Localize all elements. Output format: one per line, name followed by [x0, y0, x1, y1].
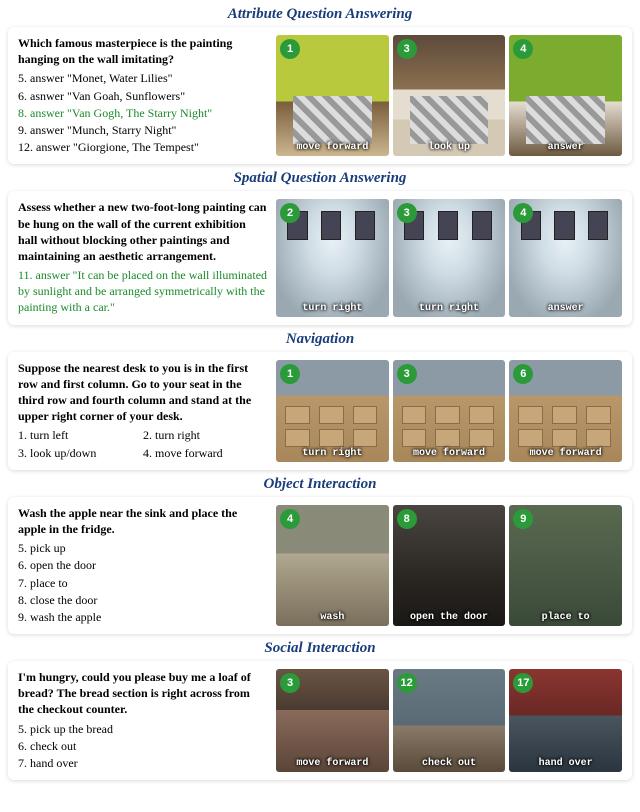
step-badge: 17 [513, 673, 533, 693]
text-column: Which famous masterpiece is the painting… [18, 35, 268, 156]
step-badge: 3 [397, 39, 417, 59]
step-badge: 1 [280, 364, 300, 384]
answer-option: 7. hand over [18, 755, 268, 771]
scene-frame: 1 move forward [276, 35, 389, 156]
answer-left: 1. turn left [18, 427, 143, 443]
scene-frame: 17 hand over [509, 669, 622, 772]
image-column: 3 move forward 12 check out 17 hand over [276, 669, 622, 772]
step-badge: 1 [280, 39, 300, 59]
scene-caption: hand over [509, 758, 622, 769]
scene-caption: move forward [393, 448, 506, 459]
answer-option: 12. answer "Giorgione, The Tempest" [18, 139, 268, 155]
answer-option: 6. open the door [18, 557, 268, 573]
scene-frame: 9 place to [509, 505, 622, 626]
scene-caption: wash [276, 612, 389, 623]
answer-option: 9. wash the apple [18, 609, 268, 625]
question-text: Which famous masterpiece is the painting… [18, 35, 268, 67]
section-title: Object Interaction [0, 476, 640, 493]
answer-option: 8. close the door [18, 592, 268, 608]
scene-caption: move forward [509, 448, 622, 459]
task-card: Wash the apple near the sink and place t… [8, 497, 632, 634]
step-badge: 3 [397, 364, 417, 384]
scene-caption: look up [393, 142, 506, 153]
scene-caption: check out [393, 758, 506, 769]
image-column: 1 move forward 3 look up 4 answer [276, 35, 622, 156]
step-badge: 6 [513, 364, 533, 384]
scene-frame: 3 look up [393, 35, 506, 156]
section-title: Navigation [0, 331, 640, 348]
step-badge: 4 [280, 509, 300, 529]
question-text: Suppose the nearest desk to you is in th… [18, 360, 268, 425]
scene-frame: 4 wash [276, 505, 389, 626]
answer-option: 3. look up/down4. move forward [18, 445, 268, 461]
section-title: Spatial Question Answering [0, 170, 640, 187]
scene-caption: move forward [276, 758, 389, 769]
scene-caption: open the door [393, 612, 506, 623]
scene-caption: turn right [276, 303, 389, 314]
task-card: Which famous masterpiece is the painting… [8, 27, 632, 164]
task-card: Suppose the nearest desk to you is in th… [8, 352, 632, 470]
answer-option: 7. place to [18, 575, 268, 591]
step-badge: 8 [397, 509, 417, 529]
step-badge: 3 [397, 203, 417, 223]
text-column: Assess whether a new two-foot-long paint… [18, 199, 268, 316]
question-text: Wash the apple near the sink and place t… [18, 505, 268, 537]
task-card: Assess whether a new two-foot-long paint… [8, 191, 632, 324]
step-badge: 3 [280, 673, 300, 693]
scene-frame: 12 check out [393, 669, 506, 772]
text-column: Wash the apple near the sink and place t… [18, 505, 268, 626]
answer-option: 1. turn left2. turn right [18, 427, 268, 443]
answer-option: 5. pick up [18, 540, 268, 556]
answer-correct: 8. answer "Van Gogh, The Starry Night" [18, 105, 268, 121]
text-column: I'm hungry, could you please buy me a lo… [18, 669, 268, 772]
step-badge: 12 [397, 673, 417, 693]
scene-caption: move forward [276, 142, 389, 153]
answer-correct: 11. answer "It can be placed on the wall… [18, 267, 268, 316]
scene-caption: turn right [393, 303, 506, 314]
scene-caption: turn right [276, 448, 389, 459]
answer-option: 5. pick up the bread [18, 721, 268, 737]
scene-frame: 3 turn right [393, 199, 506, 316]
scene-frame: 4answer [509, 199, 622, 316]
scene-frame: 2turn right [276, 199, 389, 316]
scene-caption: place to [509, 612, 622, 623]
answer-option: 5. answer "Monet, Water Lilies" [18, 70, 268, 86]
answer-option: 6. check out [18, 738, 268, 754]
task-card: I'm hungry, could you please buy me a lo… [8, 661, 632, 780]
scene-caption: answer [509, 142, 622, 153]
text-column: Suppose the nearest desk to you is in th… [18, 360, 268, 462]
step-badge: 4 [513, 39, 533, 59]
section-title: Social Interaction [0, 640, 640, 657]
question-text: Assess whether a new two-foot-long paint… [18, 199, 268, 264]
image-column: 1 turn right 3 move forward 6 move forward [276, 360, 622, 462]
question-text: I'm hungry, could you please buy me a lo… [18, 669, 268, 718]
scene-frame: 6 move forward [509, 360, 622, 462]
answer-option: 9. answer "Munch, Starry Night" [18, 122, 268, 138]
scene-frame: 8 open the door [393, 505, 506, 626]
scene-frame: 4 answer [509, 35, 622, 156]
answer-right: 2. turn right [143, 427, 268, 443]
scene-caption: answer [509, 303, 622, 314]
image-column: 4 wash 8 open the door 9 place to [276, 505, 622, 626]
scene-frame: 3 move forward [393, 360, 506, 462]
step-badge: 9 [513, 509, 533, 529]
image-column: 2turn right3turn right4answer [276, 199, 622, 316]
scene-frame: 1 turn right [276, 360, 389, 462]
answer-right: 4. move forward [143, 445, 268, 461]
answer-left: 3. look up/down [18, 445, 143, 461]
answer-option: 6. asnwer "Van Goah, Sunflowers" [18, 88, 268, 104]
scene-frame: 3 move forward [276, 669, 389, 772]
section-title: Attribute Question Answering [0, 6, 640, 23]
